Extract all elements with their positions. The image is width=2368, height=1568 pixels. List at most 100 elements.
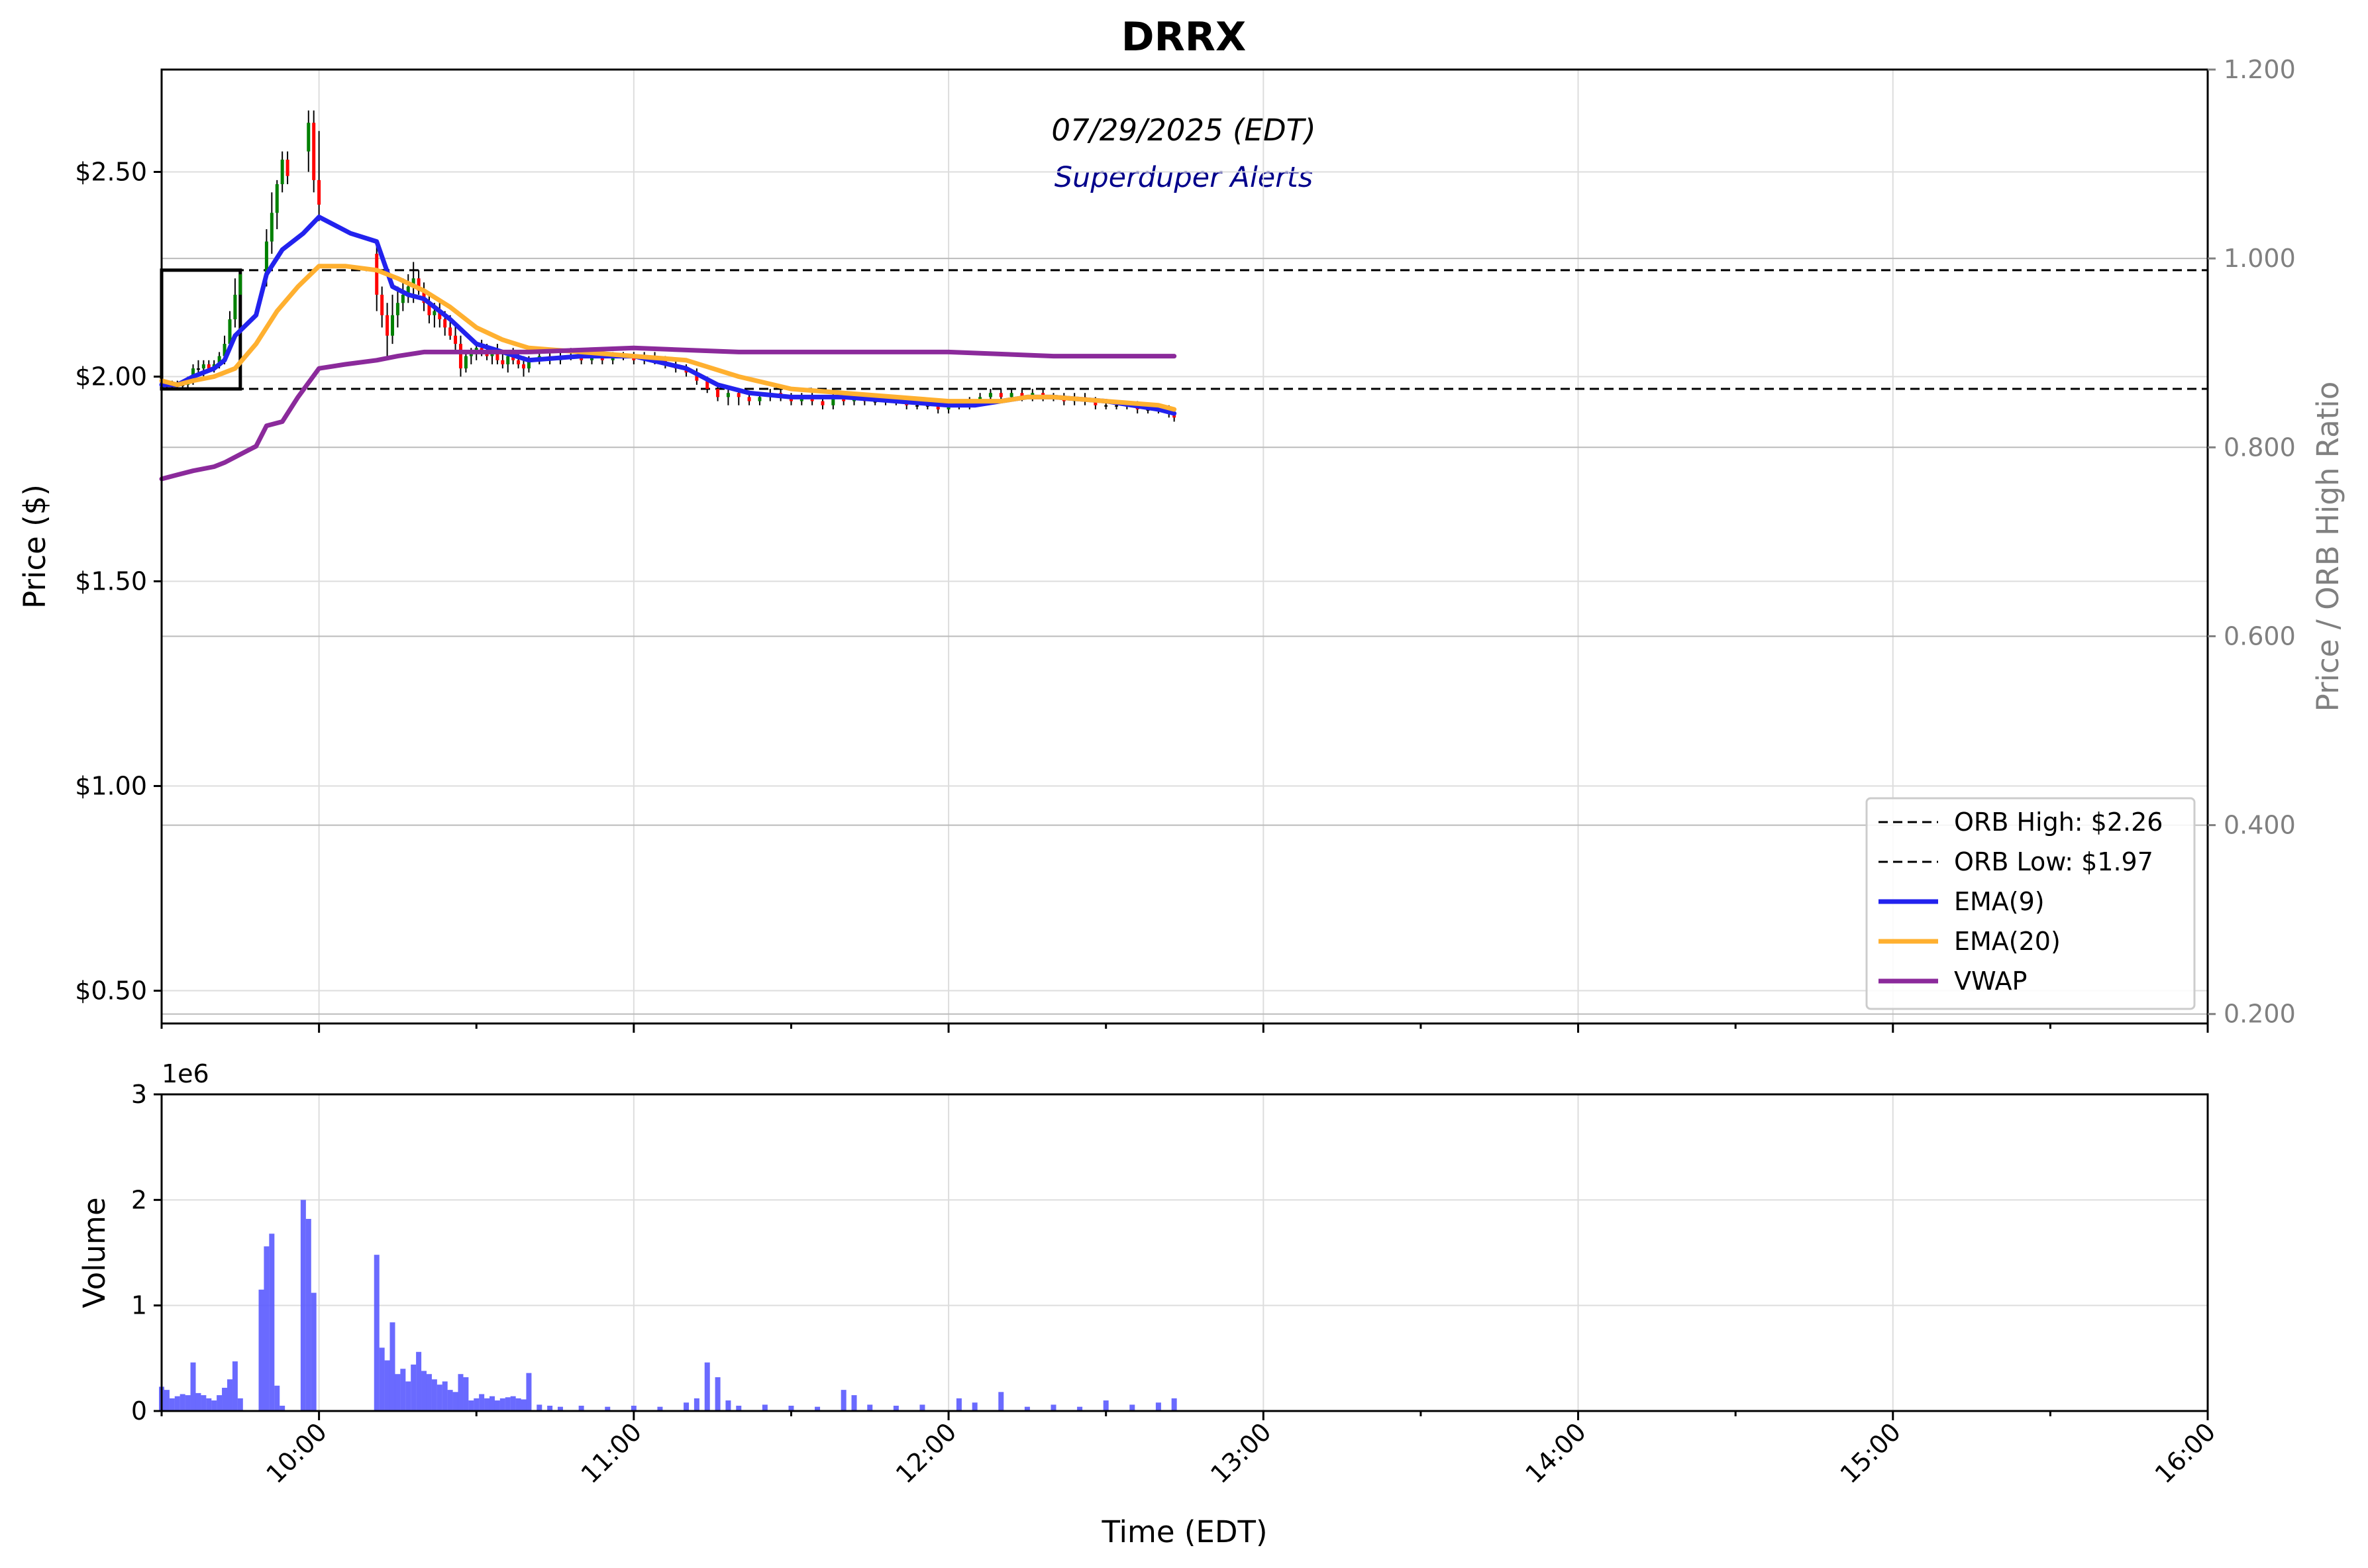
volume-bar (421, 1371, 427, 1411)
candle-body (307, 123, 311, 152)
volume-bar (169, 1398, 175, 1411)
candle-body (758, 397, 762, 401)
volume-bar (736, 1406, 742, 1411)
volume-bar (431, 1379, 437, 1411)
candle-body (375, 254, 379, 295)
candle-body (936, 405, 940, 409)
candle-body (380, 294, 384, 315)
candle-body (747, 397, 751, 401)
volume-bar (815, 1406, 821, 1411)
volume-bar (867, 1404, 873, 1411)
volume-bar (1155, 1402, 1161, 1411)
price-frame (160, 68, 2209, 1025)
price-y-tick-label: $2.50 (75, 158, 147, 187)
candle-body (207, 364, 211, 369)
candle-body (386, 315, 389, 336)
legend-entry-label: EMA(20) (1954, 927, 2061, 956)
volume-y-tick-label: 1 (131, 1291, 147, 1320)
volume-bar (956, 1398, 962, 1411)
candle-body (427, 303, 431, 315)
legend-entry-label: EMA(9) (1954, 887, 2045, 916)
volume-bar (547, 1406, 553, 1411)
candle-body (406, 286, 410, 295)
candle-body (223, 344, 227, 356)
volume-bar (489, 1396, 495, 1411)
volume-bar (274, 1385, 280, 1411)
price-y-tick-label: $1.00 (75, 772, 147, 801)
volume-y-tick-label: 3 (131, 1080, 147, 1109)
price-y-tick-label: $0.50 (75, 976, 147, 1006)
volume-bar (1024, 1406, 1030, 1411)
volume-bar (180, 1394, 185, 1411)
volume-bar (206, 1398, 212, 1411)
volume-bar (484, 1398, 490, 1411)
candle-body (527, 360, 531, 369)
volume-bar (426, 1374, 432, 1411)
volume-bar (164, 1390, 170, 1411)
volume-bar (411, 1364, 417, 1411)
volume-bar (300, 1200, 306, 1411)
candle-body (275, 184, 279, 213)
volume-bar (174, 1396, 180, 1411)
volume-bar (657, 1406, 663, 1411)
volume-bar (311, 1292, 317, 1411)
volume-bar (851, 1395, 857, 1411)
volume-bar (725, 1400, 731, 1411)
volume-bar (237, 1398, 243, 1411)
price-y-tick-label: $2.00 (75, 362, 147, 392)
candle-body (522, 364, 526, 369)
candle-body (495, 352, 499, 360)
ratio-y-tick-label: 1.000 (2224, 244, 2296, 273)
volume-y-tick-label: 2 (131, 1185, 147, 1214)
candle-body (312, 123, 316, 180)
volume-bar (222, 1387, 228, 1411)
volume-x-tick-label: 12:00 (890, 1417, 962, 1489)
candle-body (1115, 405, 1119, 407)
price-y-label: Price ($) (17, 484, 52, 609)
candle-body (517, 360, 521, 364)
volume-bar (458, 1374, 464, 1411)
candle-body (464, 356, 468, 369)
volume-bar (227, 1379, 232, 1411)
candle-body (417, 278, 421, 291)
volume-bar (919, 1404, 925, 1411)
candle-body (401, 294, 405, 303)
volume-frame (160, 1093, 2209, 1412)
volume-bar (437, 1385, 442, 1411)
candle-body (716, 389, 720, 397)
candle-body (233, 294, 237, 319)
candle-body (228, 319, 232, 344)
volume-bar (694, 1398, 699, 1411)
volume-bar (447, 1390, 453, 1411)
volume-bar (515, 1398, 521, 1411)
legend-entry-label: ORB Low: $1.97 (1954, 847, 2153, 876)
series-line-vwap (159, 345, 1177, 482)
candle-body (1094, 401, 1098, 405)
volume-bar (1103, 1400, 1109, 1411)
volume-bar (463, 1377, 469, 1411)
candle-body (1009, 393, 1013, 397)
ratio-y-tick-label: 0.200 (2224, 1000, 2296, 1029)
legend-box (1865, 797, 2196, 1010)
volume-bar (510, 1396, 516, 1411)
candle-body (395, 303, 399, 315)
volume-bar (1077, 1406, 1083, 1411)
price-y-tick-label: $1.50 (75, 567, 147, 596)
ratio-y-tick-label: 0.600 (2224, 621, 2296, 651)
volume-bar (1051, 1404, 1056, 1411)
candle-body (831, 397, 835, 405)
volume-panel: 0 1 2 3 1e6 Volume 10:00 11:00 12:00 13:00 14:00 15… (77, 1059, 2221, 1549)
volume-scale-label: 1e6 (162, 1059, 209, 1088)
volume-bar (264, 1246, 270, 1411)
candle-body (506, 356, 510, 364)
volume-bar (1129, 1404, 1135, 1411)
volume-bar (305, 1219, 311, 1411)
volume-bar (217, 1395, 223, 1411)
volume-bar (715, 1377, 721, 1411)
volume-bar (190, 1362, 196, 1411)
volume-bar (211, 1400, 217, 1411)
volume-bar (400, 1369, 406, 1411)
volume-bar (762, 1404, 768, 1411)
